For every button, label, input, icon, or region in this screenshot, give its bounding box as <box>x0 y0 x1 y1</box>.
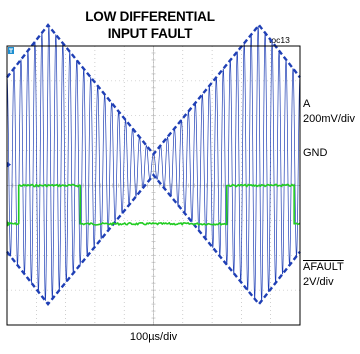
afault-waveform <box>6 183 301 226</box>
afault-name: AFAULT <box>303 261 344 273</box>
gnd-label: GND <box>303 147 328 159</box>
channel-a-ground-marker <box>7 161 11 168</box>
chart-title-line2: INPUT FAULT <box>107 26 193 41</box>
figure-code: toc13 <box>269 35 290 45</box>
trigger-glyph <box>9 48 13 53</box>
chart-title-line1: LOW DIFFERENTIAL <box>85 9 215 24</box>
channel-a-envelope-upper <box>6 23 301 157</box>
afault-scale: 2V/div <box>303 276 334 288</box>
timebase-label: 100µs/div <box>129 331 178 343</box>
channel-a-name: A <box>303 98 311 110</box>
afault-trace <box>6 183 301 226</box>
channel-a-trace <box>6 23 301 306</box>
afault-ground-marker <box>7 220 11 227</box>
trigger-markers <box>7 47 14 227</box>
channel-a-envelope-lower <box>6 173 301 306</box>
plot-frame <box>6 45 301 326</box>
channel-a-scale: 200mV/div <box>303 113 355 125</box>
